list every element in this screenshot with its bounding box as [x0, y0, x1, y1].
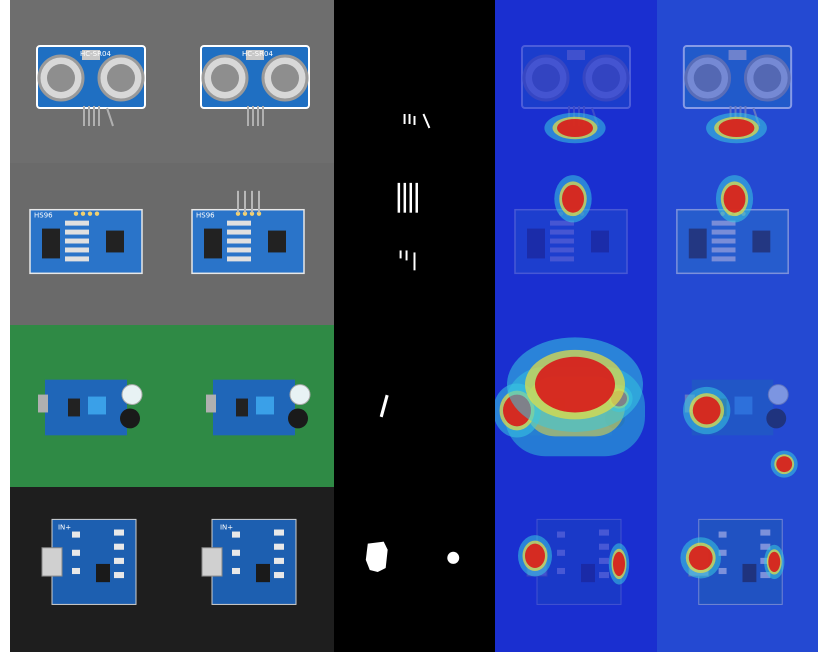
charging-module-label: IN+	[220, 522, 233, 531]
ultrasonic-sensor-label: HC-SR04	[80, 50, 111, 58]
ultrasonic-sensor-board: HC-SR04	[36, 45, 146, 127]
ultrasonic-sensor-heatmap-image	[495, 0, 657, 163]
ir-obstacle-sensor-sample-image	[172, 325, 334, 487]
heat-blobs	[495, 337, 645, 457]
ultrasonic-sensor-board: HC-SR04	[200, 45, 310, 126]
heat-blobs	[706, 112, 767, 144]
ultrasonic-sensor-heatmap-overlay-image	[657, 0, 818, 163]
charging-module-heatmap-image	[495, 487, 657, 652]
ir-obstacle-sensor-original-image	[10, 325, 172, 487]
ir-obstacle-sensor-board	[206, 379, 311, 436]
heat-blobs	[683, 386, 798, 478]
charging-module-board: IN+	[201, 518, 297, 605]
relay-driver-board-sample-image: HS96	[172, 163, 334, 325]
mask-shapes	[403, 113, 431, 129]
heat-blobs	[680, 537, 785, 580]
heat-blobs	[544, 112, 606, 144]
relay-driver-board-mask-image	[334, 163, 495, 325]
relay-driver-board-board: HS96	[29, 208, 143, 275]
mask-shapes	[365, 541, 460, 573]
heat-blobs	[554, 175, 592, 223]
charging-module-original-image: IN+	[10, 487, 172, 652]
mask-shapes	[379, 394, 389, 418]
relay-driver-board-label: HS96	[196, 212, 215, 220]
heat-blobs	[715, 175, 754, 223]
ultrasonic-sensor-sample-image: HC-SR04	[172, 0, 334, 163]
charging-module-heatmap-overlay-image	[657, 487, 818, 652]
relay-driver-board-heatmap-image	[495, 163, 657, 325]
ultrasonic-sensor-label: HC-SR04	[242, 50, 273, 58]
relay-driver-board-label: HS96	[34, 212, 53, 220]
ir-obstacle-sensor-heatmap-image	[495, 325, 657, 487]
figure-grid: HC-SR04 HC-SR04 HS96 HS96 IN+ IN+	[10, 0, 818, 652]
ir-obstacle-sensor-mask-image	[334, 325, 495, 487]
ir-obstacle-sensor-heatmap-overlay-image	[657, 325, 818, 487]
charging-module-mask-image	[334, 487, 495, 652]
relay-driver-board-original-image: HS96	[10, 163, 172, 325]
charging-module-label: IN+	[58, 522, 71, 531]
charging-module-board: IN+	[41, 518, 137, 605]
ultrasonic-sensor-mask-image	[334, 0, 495, 163]
ultrasonic-sensor-board	[521, 45, 631, 127]
ir-obstacle-sensor-board	[38, 379, 143, 436]
heat-blobs	[518, 535, 630, 585]
relay-driver-board-board: HS96	[191, 190, 305, 275]
ultrasonic-sensor-board	[682, 45, 793, 127]
charging-module-sample-image: IN+	[172, 487, 334, 652]
relay-driver-board-heatmap-overlay-image	[657, 163, 818, 325]
relay-driver-board-board	[514, 208, 628, 275]
ultrasonic-sensor-original-image: HC-SR04	[10, 0, 172, 163]
mask-shapes	[397, 182, 418, 271]
